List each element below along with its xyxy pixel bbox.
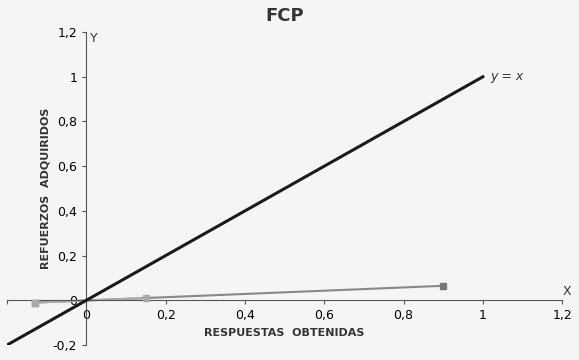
Y-axis label: REFUERZOS  ADQUIRIDOS: REFUERZOS ADQUIRIDOS: [40, 108, 50, 269]
X-axis label: RESPUESTAS  OBTENIDAS: RESPUESTAS OBTENIDAS: [204, 328, 365, 338]
Text: Y: Y: [90, 32, 98, 45]
Text: y = x: y = x: [491, 70, 524, 83]
Title: FCP: FCP: [265, 7, 304, 25]
Text: X: X: [562, 285, 571, 298]
